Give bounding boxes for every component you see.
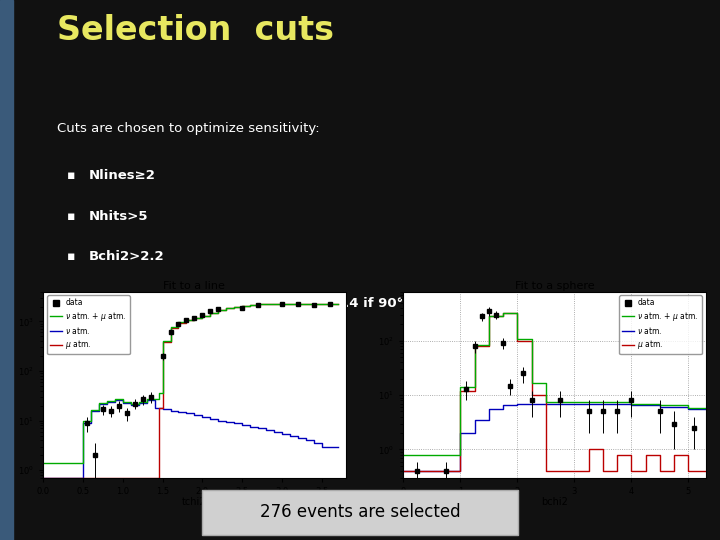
Legend: data, $\nu$ atm. + $\mu$ atm., $\nu$ atm., $\mu$ atm.: data, $\nu$ atm. + $\mu$ atm., $\nu$ atm… — [47, 295, 130, 354]
Text: ▪: ▪ — [68, 168, 76, 181]
Text: Nlines≥2: Nlines≥2 — [89, 168, 156, 181]
Text: Tchi2<1.8 if θrec<80° and tchi2<1.4 if 90°<θrec<80°: Tchi2<1.8 if θrec<80° and tchi2<1.4 if 9… — [89, 297, 484, 310]
Legend: data, $\nu$ atm. + $\mu$ atm., $\nu$ atm., $\mu$ atm.: data, $\nu$ atm. + $\mu$ atm., $\nu$ atm… — [619, 295, 702, 354]
Text: Cuts are chosen to optimize sensitivity:: Cuts are chosen to optimize sensitivity: — [57, 122, 320, 135]
X-axis label: tchi2: tchi2 — [182, 497, 207, 507]
Title: Fit to a line: Fit to a line — [163, 281, 225, 291]
Title: Fit to a sphere: Fit to a sphere — [515, 281, 594, 291]
FancyBboxPatch shape — [202, 490, 518, 536]
Text: ▪: ▪ — [68, 297, 76, 310]
Text: Selection  cuts: Selection cuts — [57, 14, 334, 47]
Text: Nhits>5: Nhits>5 — [89, 210, 148, 222]
Text: ▪: ▪ — [68, 251, 76, 264]
X-axis label: bchi2: bchi2 — [541, 497, 568, 507]
Text: ▪: ▪ — [68, 210, 76, 222]
Text: 276 events are selected: 276 events are selected — [260, 503, 460, 521]
Text: Bchi2>2.2: Bchi2>2.2 — [89, 251, 164, 264]
